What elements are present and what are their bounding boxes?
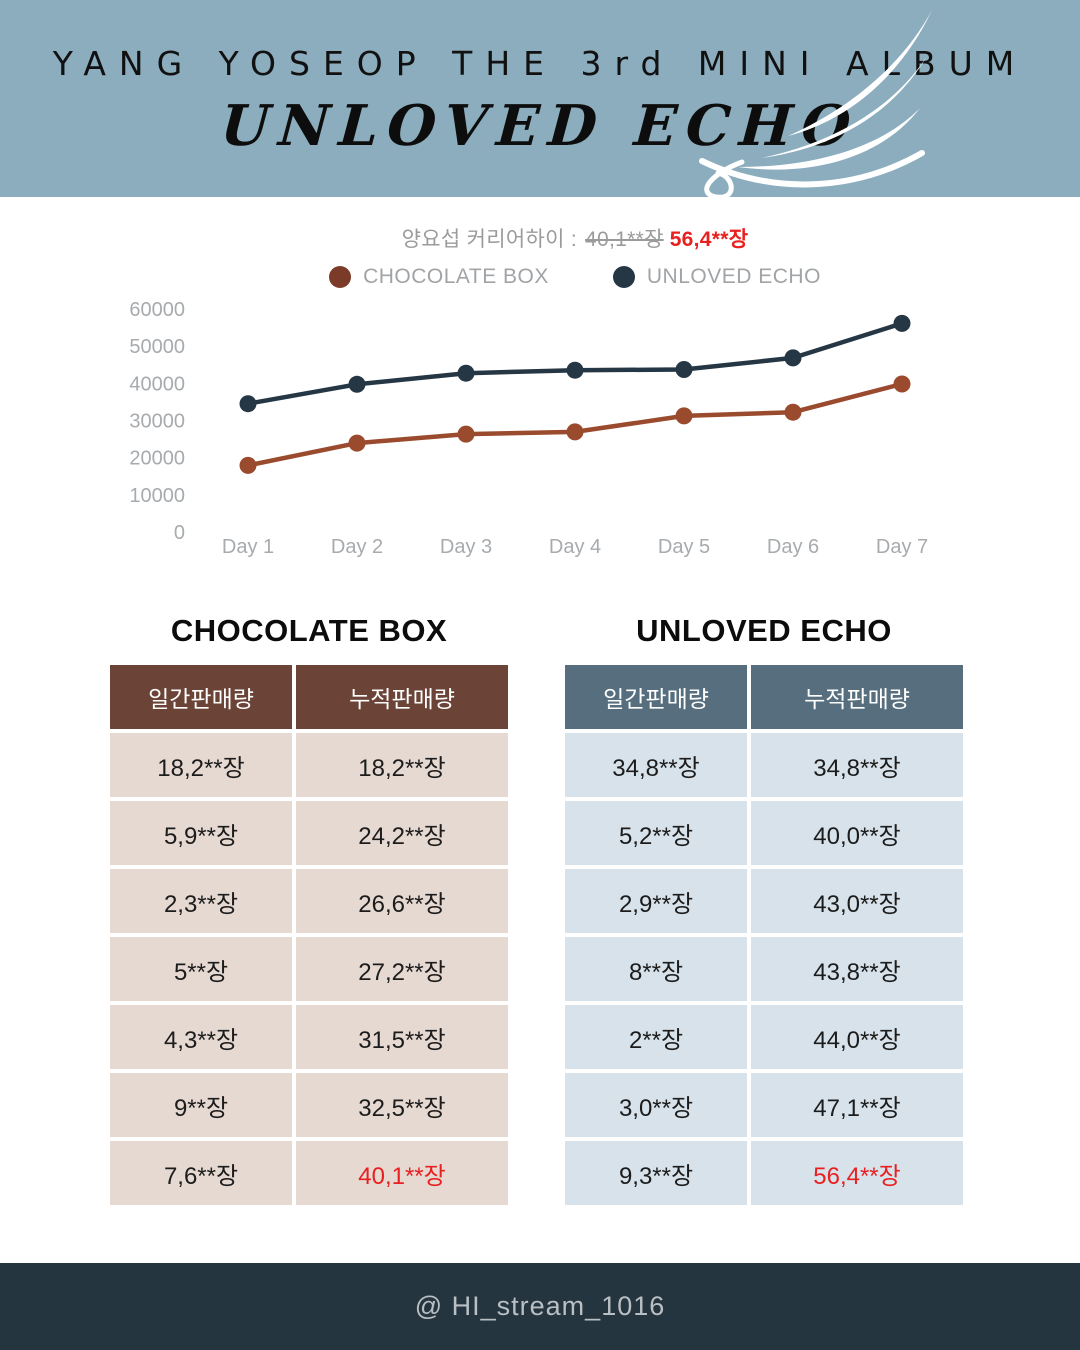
table-cell: 40,0**장 [751, 801, 963, 865]
data-point [893, 375, 911, 393]
table-cell: 40,1**장 [296, 1141, 508, 1205]
legend-label: UNLOVED ECHO [646, 265, 821, 288]
chart-section: 양요섭 커리어하이 : 40,1**장 56,4**장 CHOCOLATE BOX … [0, 197, 1080, 573]
y-axis-tick: 20000 [129, 448, 185, 470]
legend-item-unloved-echo: UNLOVED ECHO [612, 265, 821, 289]
data-point [566, 423, 584, 441]
data-point [239, 395, 257, 413]
table-cell: 47,1**장 [751, 1073, 963, 1137]
table-cell: 9**장 [110, 1073, 292, 1137]
table-cell: 2,3**장 [110, 869, 292, 933]
table-grid: 일간판매량 누적판매량 34,8**장 34,8**장 5,2**장 40,0**장 2… [565, 665, 963, 1205]
table-cell: 9,3**장 [565, 1141, 747, 1205]
y-axis-tick: 40000 [129, 373, 185, 395]
table-cell: 5**장 [110, 937, 292, 1001]
table-cell: 34,8**장 [751, 733, 963, 797]
album-title: UNLOVED ECHO [218, 93, 862, 159]
chart-legend: CHOCOLATE BOX UNLOVED ECHO [0, 265, 1080, 289]
new-record: 56,4**장 [669, 228, 749, 251]
hero-banner: YANG YOSEOP THE 3rd MINI ALBUM UNLOVED E… [0, 0, 1080, 197]
previous-record: 40,1**장 [585, 228, 664, 251]
y-axis-tick: 50000 [129, 336, 185, 358]
table-cell: 44,0**장 [751, 1005, 963, 1069]
table-cell: 34,8**장 [565, 733, 747, 797]
table-cell: 31,5**장 [296, 1005, 508, 1069]
table-cell: 18,2**장 [110, 733, 292, 797]
x-axis-tick: Day 1 [222, 536, 274, 558]
table-cell: 4,3**장 [110, 1005, 292, 1069]
table-cell: 5,9**장 [110, 801, 292, 865]
table-cell: 18,2**장 [296, 733, 508, 797]
table-title: CHOCOLATE BOX [170, 613, 448, 648]
data-point [675, 407, 693, 425]
column-header-daily: 일간판매량 [565, 665, 747, 729]
data-point [457, 364, 475, 382]
x-axis-tick: Day 3 [440, 536, 492, 558]
legend-label: CHOCOLATE BOX [363, 265, 549, 288]
table-unloved-echo: UNLOVED ECHO 일간판매량 누적판매량 34,8**장 34,8**장 5… [565, 613, 963, 1205]
legend-item-chocolate-box: CHOCOLATE BOX [329, 265, 549, 289]
twitter-handle: @ HI_stream_1016 [414, 1291, 666, 1321]
data-point [566, 361, 584, 379]
table-cell: 3,0**장 [565, 1073, 747, 1137]
table-cell: 7,6**장 [110, 1141, 292, 1205]
sales-line-chart: 0 10000 20000 30000 40000 50000 60000 Day 1 Day … [0, 293, 1080, 573]
column-header-cumulative: 누적판매량 [751, 665, 963, 729]
x-axis-tick: Day 5 [658, 536, 710, 558]
table-cell: 5,2**장 [565, 801, 747, 865]
y-axis-tick: 0 [174, 522, 185, 544]
career-high-label: 양요섭 커리어하이 : [401, 228, 578, 251]
data-point [893, 314, 911, 332]
data-point [784, 349, 802, 367]
data-point [784, 403, 802, 421]
column-header-cumulative: 누적판매량 [296, 665, 508, 729]
career-high-note: 양요섭 커리어하이 : 40,1**장 56,4**장 [0, 223, 1080, 253]
x-axis-tick: Day 6 [767, 536, 819, 558]
table-cell: 2**장 [565, 1005, 747, 1069]
y-axis-tick: 30000 [129, 411, 185, 433]
table-cell: 27,2**장 [296, 937, 508, 1001]
table-cell: 26,6**장 [296, 869, 508, 933]
data-point [239, 456, 257, 474]
x-axis-tick: Day 4 [549, 536, 601, 558]
table-cell: 24,2**장 [296, 801, 508, 865]
x-axis-tick: Day 2 [331, 536, 383, 558]
y-axis-tick: 60000 [129, 299, 185, 321]
x-axis-tick: Day 7 [876, 536, 928, 558]
data-point [348, 434, 366, 452]
table-chocolate-box: CHOCOLATE BOX 일간판매량 누적판매량 18,2**장 18,2**장… [110, 613, 508, 1205]
table-title: UNLOVED ECHO [636, 613, 892, 648]
legend-dot-icon [329, 266, 352, 288]
table-cell: 32,5**장 [296, 1073, 508, 1137]
data-point [348, 375, 366, 393]
column-header-daily: 일간판매량 [110, 665, 292, 729]
sales-tables: CHOCOLATE BOX 일간판매량 누적판매량 18,2**장 18,2**장… [0, 613, 1080, 1205]
table-cell: 8**장 [565, 937, 747, 1001]
table-cell: 43,0**장 [751, 869, 963, 933]
table-cell: 43,8**장 [751, 937, 963, 1001]
table-grid: 일간판매량 누적판매량 18,2**장 18,2**장 5,9**장 24,2**장 2… [110, 665, 508, 1205]
legend-dot-icon [612, 266, 635, 288]
hero-title: YANG YOSEOP THE 3rd MINI ALBUM [52, 44, 1028, 83]
table-cell: 56,4**장 [751, 1141, 963, 1205]
data-point [457, 425, 475, 443]
table-cell: 2,9**장 [565, 869, 747, 933]
footer-bar: @ HI_stream_1016 [0, 1263, 1080, 1350]
y-axis-tick: 10000 [129, 485, 185, 507]
data-point [675, 361, 693, 378]
